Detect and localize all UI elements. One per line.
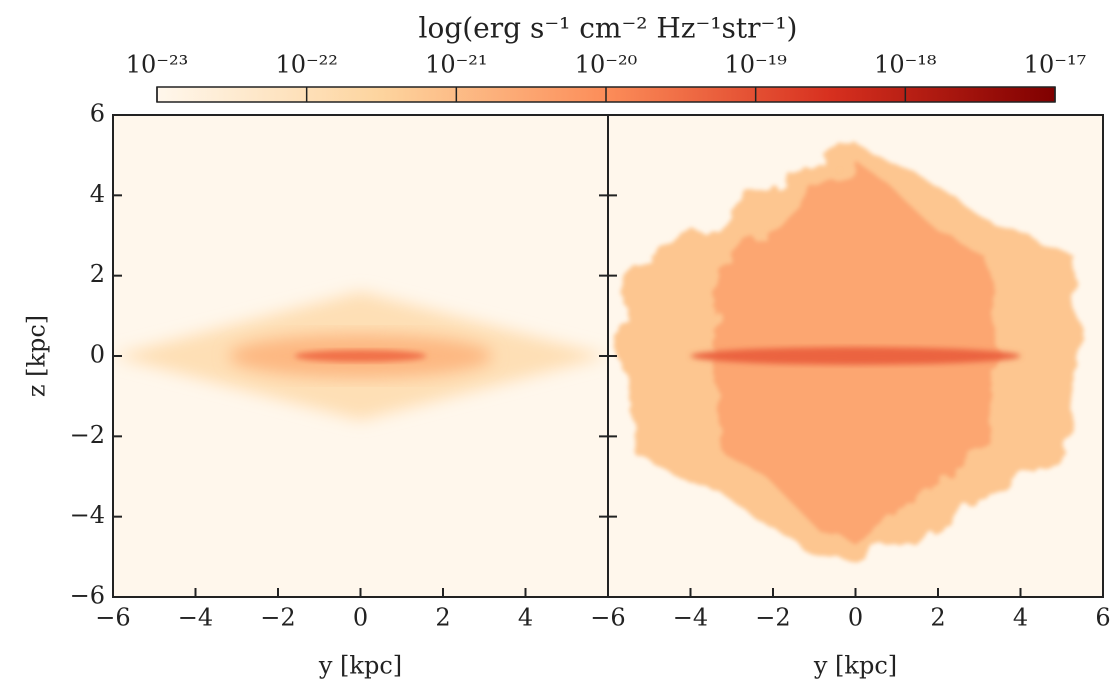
y-tick-label: −2: [70, 421, 105, 449]
x-tick-label: 4: [1013, 604, 1028, 632]
y-tick-label: −4: [70, 501, 105, 529]
y-axis-label: z [kpc]: [23, 315, 51, 397]
y-tick-label: 0: [90, 341, 105, 369]
y-tick-label: 2: [90, 260, 105, 288]
x-tick-label: 6: [1095, 604, 1110, 632]
x-tick-label: −2: [755, 604, 790, 632]
emission-core: [294, 349, 427, 363]
x-tick-label: −4: [673, 604, 708, 632]
x-axis-label: y [kpc]: [813, 652, 897, 680]
x-tick-label: −2: [260, 604, 295, 632]
colorbar-tick-label: 10⁻²²: [275, 51, 337, 79]
colorbar-tick-label: 10⁻²³: [126, 51, 188, 79]
x-tick-label: −6: [95, 604, 130, 632]
x-tick-label: 4: [518, 604, 533, 632]
colorbar-tick-label: 10⁻¹⁹: [724, 51, 787, 79]
colorbar-tick-label: 10⁻¹⁷: [1024, 51, 1086, 79]
colorbar-tick-label: 10⁻²⁰: [575, 51, 637, 79]
x-tick-label: −4: [178, 604, 213, 632]
x-tick-label: 2: [930, 604, 945, 632]
x-tick-label: 0: [353, 604, 368, 632]
x-tick-label: −6: [590, 604, 625, 632]
heatmap-image: [608, 115, 1103, 597]
y-tick-label: 4: [90, 180, 105, 208]
y-tick-label: −6: [70, 582, 105, 610]
y-tick-label: 6: [90, 100, 105, 128]
x-axis-label: y [kpc]: [318, 652, 402, 680]
colorbar-tick-label: 10⁻¹⁸: [874, 51, 936, 79]
heatmap-image: [113, 115, 608, 597]
x-tick-label: 0: [848, 604, 863, 632]
colorbar-title: log(erg s⁻¹ cm⁻² Hz⁻¹str⁻¹): [419, 12, 798, 45]
x-tick-label: 2: [435, 604, 450, 632]
colorbar-tick-label: 10⁻²¹: [425, 51, 487, 79]
